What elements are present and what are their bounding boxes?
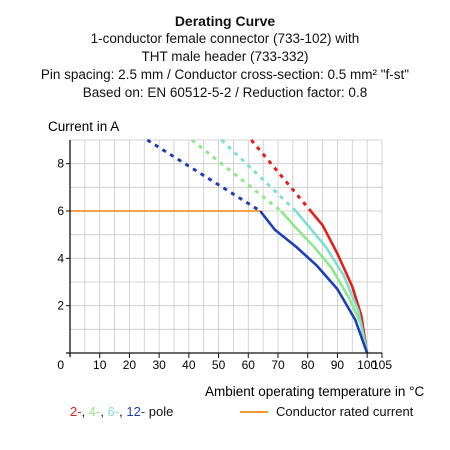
x-tick-label: 50 [212,358,226,372]
pole-legend-6: 6- [107,404,120,419]
chart-title: Derating Curve [174,13,276,29]
chart-subtitle-3: Pin spacing: 2.5 mm / Conductor cross-se… [40,67,410,82]
x-tick-label: 60 [242,358,256,372]
series-4-pole-dashed [190,138,282,213]
pole-legend-separator: , [100,404,108,419]
x-tick-label: 10 [93,358,107,372]
chart-subtitle-2: THT male header (733-332) [141,49,309,64]
pole-legend-2: 2- [70,404,82,419]
x-tick-label: 30 [152,358,166,372]
rated-current-legend: Conductor rated current [240,404,413,419]
series-2-pole-dashed [250,139,312,212]
pole-legend-separator: , [81,404,89,419]
chart-title-block: Derating Curve 1-conductor female connec… [0,12,450,102]
chart-grid [70,139,383,353]
pole-legend-4: 4- [88,404,101,419]
x-tick-label: 105 [372,358,392,372]
y-tick-label: 6 [57,204,64,218]
rated-current-swatch [240,410,268,413]
chart-subtitle-1: 1-conductor female connector (733-102) w… [90,31,360,46]
x-tick-label: 80 [301,358,315,372]
x-tick-label: 0 [57,358,64,372]
y-tick-label: 4 [57,251,64,265]
pole-legend-separator: , [119,404,127,419]
series-2-pole-line [309,210,369,354]
x-axis-label: Ambient operating temperature in °C [205,384,425,399]
x-tick-label: 20 [123,358,137,372]
rated-current-label: Conductor rated current [276,404,414,419]
x-tick-label: 100 [357,358,377,372]
y-axis-label: Current in A [48,119,119,134]
y-tick-label: 8 [57,157,64,171]
pole-legend-12: 12- [126,404,146,419]
chart-subtitle-4: Based on: EN 60512-5-2 / Reduction facto… [82,85,368,100]
chart-axes [66,140,383,358]
series-12-pole-dashed [146,138,261,213]
chart-series [70,138,369,354]
series-12-pole-line [259,210,369,354]
x-tick-label: 90 [331,358,345,372]
x-tick-label: 40 [182,358,196,372]
series-6-pole-line [294,210,369,354]
pole-legend: 2-, 4-, 6-, 12- pole [70,404,173,419]
y-tick-label: 2 [57,299,64,313]
pole-legend-suffix: pole [145,404,174,419]
x-tick-label: 70 [271,358,285,372]
